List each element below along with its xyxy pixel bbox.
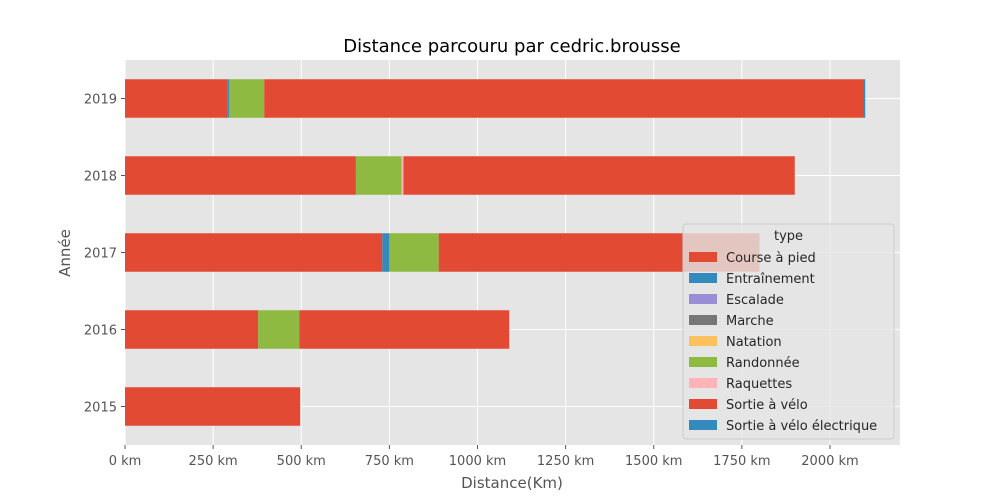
- bar-segment: [125, 233, 383, 272]
- y-tick-label: 2016: [84, 324, 117, 339]
- legend-entry: Sortie à vélo: [726, 398, 808, 413]
- legend-swatch: [689, 252, 717, 262]
- y-tick-label: 2017: [84, 247, 117, 262]
- x-tick-label: 1500 km: [625, 454, 682, 469]
- bar-segment: [382, 233, 390, 272]
- legend-entry: Escalade: [726, 293, 784, 308]
- bar-segment: [401, 156, 404, 195]
- legend-entry: Entraînement: [726, 272, 815, 287]
- x-tick-label: 1750 km: [713, 454, 770, 469]
- bar-segment: [389, 233, 439, 272]
- legend-entry: Randonnée: [726, 356, 800, 371]
- legend-entry: Sortie à vélo électrique: [726, 419, 877, 434]
- legend-swatch: [689, 357, 717, 367]
- bar-segment: [355, 156, 402, 195]
- x-tick-label: 750 km: [365, 454, 414, 469]
- x-tick-label: 1250 km: [537, 454, 594, 469]
- x-tick-label: 500 km: [277, 454, 326, 469]
- legend-swatch: [689, 315, 717, 325]
- y-axis-label: Année: [56, 229, 74, 277]
- legend-entry: Marche: [726, 314, 774, 329]
- x-tick-label: 0 km: [109, 454, 142, 469]
- bar-segment: [863, 79, 866, 118]
- legend-swatch: [689, 420, 717, 430]
- bar-segment: [125, 156, 356, 195]
- y-tick-label: 2019: [84, 93, 117, 108]
- legend-swatch: [689, 399, 717, 409]
- legend-title: type: [774, 229, 803, 244]
- bar-segment: [299, 310, 510, 349]
- legend-entry: Raquettes: [726, 377, 792, 392]
- chart-title: Distance parcouru par cedric.brousse: [343, 36, 680, 57]
- x-tick-label: 250 km: [189, 454, 238, 469]
- bar-segment: [258, 310, 300, 349]
- bar-segment: [228, 79, 265, 118]
- x-axis-label: Distance(Km): [461, 474, 563, 492]
- legend-swatch: [689, 294, 717, 304]
- legend-entry: Natation: [726, 335, 782, 350]
- y-tick-label: 2018: [84, 170, 117, 185]
- legend-box: [682, 223, 895, 440]
- bar-segment: [125, 310, 259, 349]
- x-tick-label: 2000 km: [801, 454, 858, 469]
- legend-swatch: [689, 378, 717, 388]
- x-axis-ticks: 0 km 250 km 500 km 750 km 1000 km 1250 km 1500…: [109, 445, 859, 469]
- legend-swatch: [689, 273, 717, 283]
- bar-segment: [125, 387, 301, 426]
- legend-swatch: [689, 336, 717, 346]
- y-tick-label: 2015: [84, 401, 117, 416]
- x-tick-label: 1000 km: [449, 454, 506, 469]
- y-axis-ticks: 2015 2016 2017 2018 2019: [84, 93, 125, 416]
- legend-entry: Course à pied: [726, 251, 816, 266]
- bar-segment: [264, 79, 864, 118]
- bar-segment: [403, 156, 795, 195]
- legend: type Course à pied Entraînement Escalade Ma…: [682, 223, 895, 440]
- bar-segment: [227, 79, 229, 118]
- bar-segment: [125, 79, 228, 118]
